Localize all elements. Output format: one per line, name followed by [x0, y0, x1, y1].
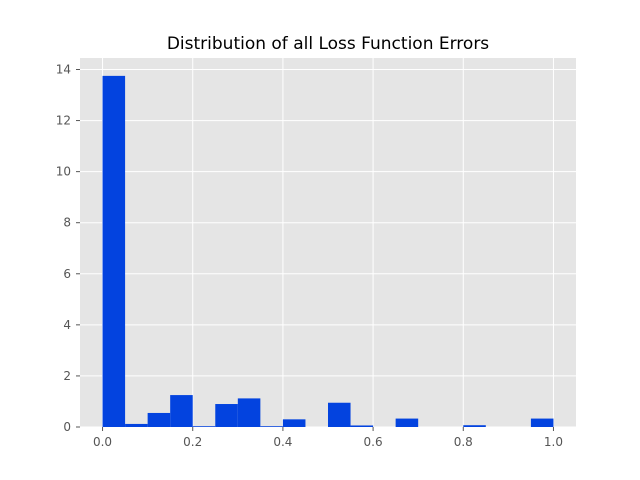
y-tick-label: 12	[56, 114, 71, 128]
grid-lines	[80, 58, 576, 428]
y-tick-label: 14	[56, 62, 71, 76]
histogram-bar	[260, 426, 283, 427]
y-tick-label: 4	[63, 318, 71, 332]
x-tick-label: 0.2	[183, 435, 202, 449]
histogram-bar	[125, 423, 148, 427]
histogram-bar	[395, 418, 419, 427]
histogram-bar	[192, 426, 216, 427]
histogram-bars	[102, 75, 554, 428]
x-tick-label: 0.0	[93, 435, 112, 449]
x-tick-label: 1.0	[544, 435, 563, 449]
histogram-bar	[328, 402, 351, 427]
histogram-bar	[215, 404, 238, 427]
y-tick-label: 8	[63, 216, 71, 230]
histogram-bar	[102, 75, 126, 428]
x-tick-label: 0.8	[454, 435, 473, 449]
y-axis: 0 2 4 6 8 10 12 14	[56, 62, 80, 434]
histogram-bar	[237, 398, 261, 427]
histogram-bar	[170, 395, 193, 427]
x-tick-label: 0.4	[273, 435, 292, 449]
chart-title: Distribution of all Loss Function Errors	[167, 34, 489, 54]
x-axis: 0.0 0.2 0.4 0.6 0.8 1.0	[93, 427, 563, 449]
histogram-bar	[463, 425, 486, 427]
y-tick-label: 6	[63, 267, 71, 281]
x-tick-label: 0.6	[364, 435, 383, 449]
histogram-bar	[530, 418, 554, 427]
histogram-bar	[350, 425, 374, 427]
y-tick-label: 10	[56, 165, 71, 179]
histogram-bar	[282, 419, 306, 427]
plot-area	[80, 58, 576, 427]
histogram-bar	[147, 412, 171, 427]
y-tick-label: 0	[63, 420, 71, 434]
y-tick-label: 2	[63, 369, 71, 383]
